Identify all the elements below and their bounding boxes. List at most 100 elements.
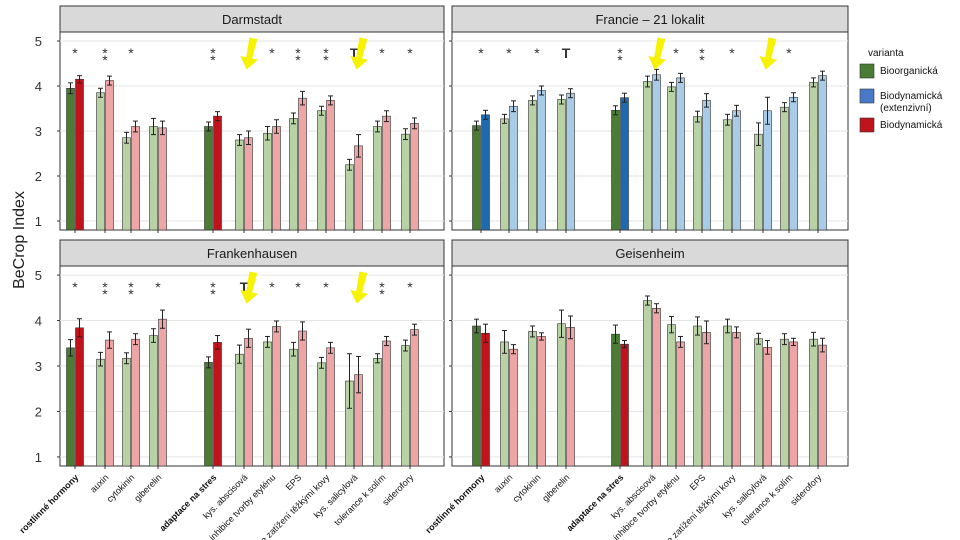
asterisk: * <box>128 45 134 61</box>
bar <box>149 335 158 467</box>
asterisk: * <box>210 52 216 68</box>
asterisk: * <box>407 279 413 295</box>
asterisk: * <box>617 45 623 61</box>
x-tick-label: siderofory <box>380 472 415 507</box>
bar <box>382 340 391 467</box>
yellow-arrow <box>759 37 777 70</box>
bar <box>213 115 222 231</box>
bar <box>509 348 518 467</box>
bar <box>410 123 419 231</box>
asterisk: * <box>673 45 679 61</box>
significance-marker: * <box>269 45 275 61</box>
significance-marker: * <box>534 45 540 61</box>
significance-marker: * <box>295 279 301 295</box>
panel-strip <box>59 239 445 267</box>
panel-strip <box>451 5 849 33</box>
x-tick-label: auxin <box>492 472 514 494</box>
bar <box>235 353 244 467</box>
significance-marker: ** <box>102 45 108 68</box>
asterisk: * <box>269 45 275 61</box>
bar <box>472 325 481 467</box>
bar <box>122 357 131 467</box>
significance-marker: * <box>155 279 161 295</box>
bar <box>66 347 75 467</box>
bar <box>809 338 818 467</box>
bar <box>537 90 546 231</box>
bar <box>481 332 490 467</box>
asterisk: * <box>102 286 108 302</box>
x-tick-label: tolerance k solím <box>332 472 387 527</box>
y-tick-label: 3 <box>35 359 42 374</box>
asterisk: * <box>323 52 329 68</box>
x-tick-label: rostlinné hormony <box>17 472 80 535</box>
bar <box>702 100 711 231</box>
asterisk: * <box>269 279 275 295</box>
asterisk: * <box>786 45 792 61</box>
bar <box>780 338 789 467</box>
bar <box>500 341 509 467</box>
asterisk: * <box>72 45 78 61</box>
legend-swatch <box>859 63 875 79</box>
asterisk: * <box>155 279 161 295</box>
significance-marker: * <box>729 45 735 61</box>
bar <box>780 106 789 231</box>
panel-title: Frankenhausen <box>207 246 297 261</box>
y-tick-label: 3 <box>35 124 42 139</box>
asterisk: * <box>295 52 301 68</box>
yellow-arrow <box>350 271 368 304</box>
y-tick-label: 4 <box>35 79 42 94</box>
x-tick-label: cytokinin <box>511 472 543 504</box>
bar <box>667 86 676 231</box>
asterisk: * <box>210 45 216 61</box>
significance-marker: * <box>407 45 413 61</box>
bar <box>528 331 537 467</box>
bar <box>158 127 167 231</box>
panel-title: Geisenheim <box>615 246 684 261</box>
bar <box>611 333 620 467</box>
bar <box>667 324 676 467</box>
bar <box>263 132 272 231</box>
bar <box>509 105 518 231</box>
bar <box>105 339 114 467</box>
bar <box>244 137 253 231</box>
significance-marker: * <box>72 45 78 61</box>
bar <box>149 126 158 231</box>
significance-marker: ** <box>617 45 623 68</box>
bar <box>96 92 105 231</box>
yellow-arrow <box>240 37 258 70</box>
y-tick-label: 1 <box>35 214 42 229</box>
significance-marker: ** <box>699 45 705 68</box>
bar <box>272 126 281 231</box>
x-tick-label: adaptace na stres <box>158 472 219 533</box>
bar <box>289 118 298 231</box>
bar <box>809 82 818 231</box>
legend-swatch <box>859 88 875 104</box>
significance-marker: ** <box>128 279 134 302</box>
bar <box>789 96 798 231</box>
bar <box>244 337 253 467</box>
significance-marker: * <box>407 279 413 295</box>
bar <box>566 92 575 231</box>
bar <box>75 78 84 231</box>
asterisk: * <box>72 279 78 295</box>
yellow-arrow <box>240 271 258 304</box>
bar <box>401 345 410 467</box>
bar <box>75 327 84 467</box>
legend-label: Bioorganická <box>880 66 938 77</box>
bar <box>754 133 763 231</box>
significance-marker: ** <box>102 279 108 302</box>
asterisk: * <box>128 286 134 302</box>
bar <box>557 99 566 231</box>
bar <box>298 330 307 467</box>
significance-marker: * <box>786 45 792 61</box>
legend-label-line: Biodynamická <box>880 120 943 131</box>
bar <box>317 362 326 467</box>
legend-title: varianta <box>868 48 904 59</box>
asterisk: * <box>506 45 512 61</box>
bar <box>204 362 213 467</box>
bar <box>472 125 481 231</box>
bar <box>354 145 363 231</box>
bar <box>131 126 140 231</box>
x-tick-label: siderofory <box>788 472 823 507</box>
bar <box>345 164 354 231</box>
